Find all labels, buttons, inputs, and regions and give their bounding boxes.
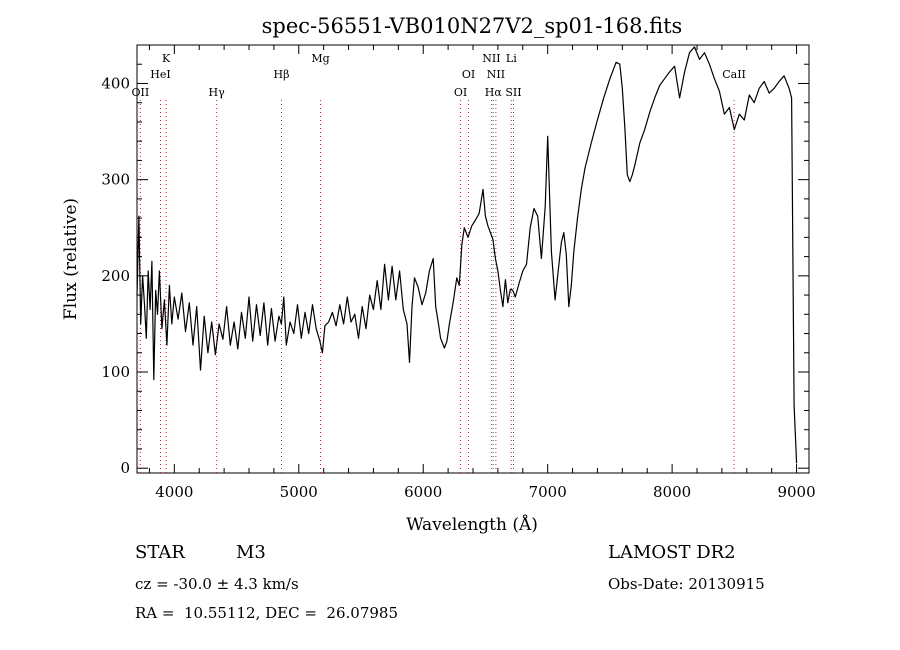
spectral-line-label: OII xyxy=(132,86,150,99)
axis-ticks: 4000 5000 6000 7000 8000 9000 0 100 200 300 400 xyxy=(101,45,816,501)
x-tick-label: 6000 xyxy=(404,483,442,501)
coordinates: RA = 10.55112, DEC = 26.07985 xyxy=(135,604,399,622)
spectral-line-markers: OII K HeI Hγ Hβ Mg OI OI NII NII Hα Li SII CaII xyxy=(132,52,746,473)
survey-name: LAMOST DR2 xyxy=(608,542,736,563)
chart-title: spec-56551-VB010N27V2_sp01-168.fits xyxy=(262,14,683,38)
x-tick-label: 7000 xyxy=(529,483,567,501)
y-tick-label: 300 xyxy=(101,171,130,189)
y-tick-label: 100 xyxy=(101,363,130,381)
x-tick-label: 4000 xyxy=(155,483,193,501)
spectral-line-label: K xyxy=(162,52,171,65)
x-tick-label: 9000 xyxy=(777,483,815,501)
y-axis-label: Flux (relative) xyxy=(61,198,81,320)
spectral-line-label: Mg xyxy=(311,52,329,65)
spectral-line-label: Hγ xyxy=(209,86,226,99)
spectral-line-label: HeI xyxy=(150,68,170,81)
spectral-subclass: M3 xyxy=(236,542,266,563)
y-tick-label: 400 xyxy=(101,74,130,92)
x-axis-label: Wavelength (Å) xyxy=(406,514,538,535)
x-tick-label: 8000 xyxy=(653,483,691,501)
spectral-line-label: OI xyxy=(454,86,467,99)
object-type: STAR xyxy=(135,542,185,563)
spectral-line-label: CaII xyxy=(722,68,746,81)
x-tick-label: 5000 xyxy=(280,483,318,501)
flux-line xyxy=(136,46,798,464)
spectral-line-label: OI xyxy=(462,68,475,81)
observation-date: Obs-Date: 20130915 xyxy=(608,575,765,593)
spectral-line-label: NII xyxy=(487,68,505,81)
spectrum-chart: spec-56551-VB010N27V2_sp01-168.fits OII K… xyxy=(61,14,816,535)
plot-frame xyxy=(136,44,810,474)
redshift-value: cz = -30.0 ± 4.3 km/s xyxy=(135,575,299,593)
y-tick-label: 200 xyxy=(101,267,130,285)
spectral-line-label: Hβ xyxy=(274,68,290,81)
y-tick-label: 0 xyxy=(120,459,130,477)
spectrum-series xyxy=(136,46,798,464)
spectral-line-label: NII xyxy=(482,52,500,65)
spectral-line-label: SII xyxy=(505,86,521,99)
spectral-line-label: Hα xyxy=(485,86,503,99)
spectral-line-label: Li xyxy=(506,52,517,65)
